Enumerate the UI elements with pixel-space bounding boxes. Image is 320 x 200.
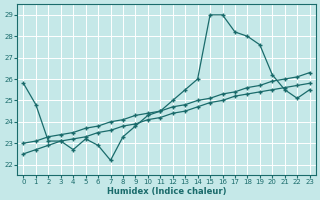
X-axis label: Humidex (Indice chaleur): Humidex (Indice chaleur) — [107, 187, 226, 196]
